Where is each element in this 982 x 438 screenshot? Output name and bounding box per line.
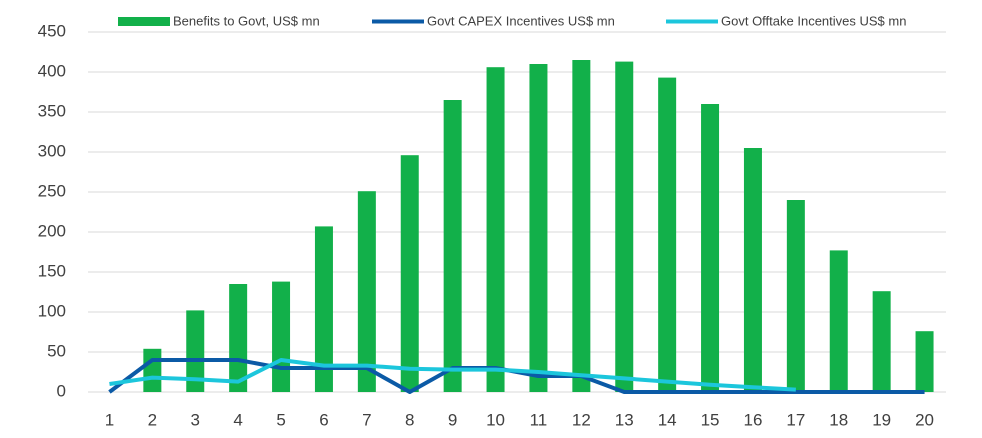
x-tick-label: 1 xyxy=(105,410,114,429)
bar xyxy=(143,348,162,392)
x-tick-label: 2 xyxy=(148,410,157,429)
x-tick-label: 18 xyxy=(829,410,848,429)
bar xyxy=(743,148,762,392)
bar xyxy=(186,310,205,392)
bar xyxy=(786,200,805,392)
bar xyxy=(572,60,591,392)
x-tick-label: 3 xyxy=(191,410,200,429)
x-tick-label: 17 xyxy=(786,410,805,429)
x-tick-label: 9 xyxy=(448,410,457,429)
y-tick-label: 250 xyxy=(38,181,66,200)
y-tick-label: 350 xyxy=(38,101,66,120)
bar xyxy=(400,155,419,392)
x-tick-label: 10 xyxy=(486,410,505,429)
y-tick-label: 200 xyxy=(38,221,66,240)
line xyxy=(109,358,796,392)
y-tick-label: 0 xyxy=(57,381,66,400)
x-tick-label: 15 xyxy=(701,410,720,429)
x-tick-label: 7 xyxy=(362,410,371,429)
legend-label: Benefits to Govt, US$ mn xyxy=(173,13,320,28)
x-tick-label: 4 xyxy=(233,410,242,429)
y-tick-label: 100 xyxy=(38,301,66,320)
bar xyxy=(229,284,248,392)
x-tick-label: 14 xyxy=(658,410,677,429)
x-tick-label: 5 xyxy=(276,410,285,429)
x-tick-label: 16 xyxy=(743,410,762,429)
bar xyxy=(357,191,376,392)
bar xyxy=(443,100,462,392)
y-tick-label: 50 xyxy=(47,341,66,360)
x-tick-label: 19 xyxy=(872,410,891,429)
legend-label: Govt Offtake Incentives US$ mn xyxy=(721,13,906,28)
legend-swatch xyxy=(118,17,170,26)
y-tick-label: 300 xyxy=(38,141,66,160)
bar xyxy=(529,64,548,392)
legend-label: Govt CAPEX Incentives US$ mn xyxy=(427,13,615,28)
y-tick-label: 400 xyxy=(38,61,66,80)
x-tick-label: 13 xyxy=(615,410,634,429)
x-tick-label: 11 xyxy=(530,410,548,429)
bar xyxy=(829,250,848,392)
bar xyxy=(615,61,634,392)
bar xyxy=(872,291,891,392)
y-tick-label: 450 xyxy=(38,21,66,40)
bar xyxy=(658,77,677,392)
x-tick-label: 20 xyxy=(915,410,934,429)
x-tick-label: 8 xyxy=(405,410,414,429)
x-tick-label: 12 xyxy=(572,410,591,429)
bar xyxy=(486,67,505,392)
x-tick-label: 6 xyxy=(319,410,328,429)
bar xyxy=(701,104,720,392)
bar xyxy=(915,331,934,392)
bar xyxy=(272,281,291,392)
bar xyxy=(314,226,333,392)
y-tick-label: 150 xyxy=(38,261,66,280)
